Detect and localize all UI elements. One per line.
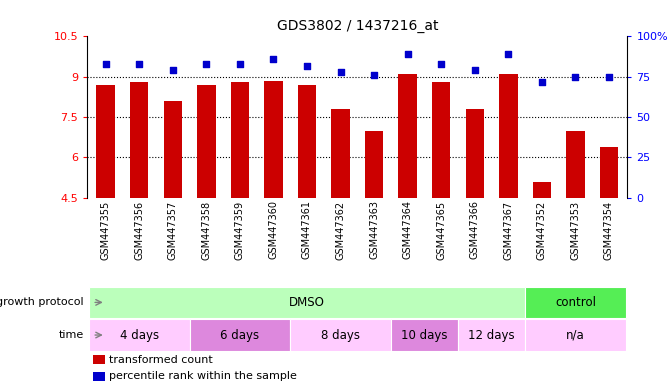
Point xyxy=(168,67,178,73)
Text: GSM447367: GSM447367 xyxy=(503,200,513,260)
Text: GSM447362: GSM447362 xyxy=(336,200,346,260)
Text: DMSO: DMSO xyxy=(289,296,325,309)
Text: GSM447358: GSM447358 xyxy=(201,200,211,260)
Text: GSM447360: GSM447360 xyxy=(268,200,278,260)
Text: GSM447364: GSM447364 xyxy=(403,200,413,260)
Point xyxy=(603,74,614,80)
Text: GSM447352: GSM447352 xyxy=(537,200,547,260)
Bar xyxy=(197,85,215,198)
Bar xyxy=(97,85,115,198)
Text: GSM447361: GSM447361 xyxy=(302,200,312,260)
Text: 4 days: 4 days xyxy=(119,329,159,341)
Text: growth protocol: growth protocol xyxy=(0,297,84,308)
Bar xyxy=(525,287,625,318)
Title: GDS3802 / 1437216_at: GDS3802 / 1437216_at xyxy=(276,19,438,33)
Point xyxy=(537,79,548,85)
Point xyxy=(201,61,212,67)
Point xyxy=(469,67,480,73)
Point xyxy=(301,63,312,69)
Point xyxy=(570,74,580,80)
Point xyxy=(235,61,246,67)
Bar xyxy=(231,82,249,198)
Text: GSM447355: GSM447355 xyxy=(101,200,111,260)
Bar xyxy=(466,109,484,198)
Text: GSM447363: GSM447363 xyxy=(369,200,379,260)
Bar xyxy=(89,319,190,351)
Bar xyxy=(290,319,391,351)
Bar xyxy=(331,109,350,198)
Bar xyxy=(391,319,458,351)
Bar xyxy=(130,82,148,198)
Bar xyxy=(89,287,525,318)
Bar xyxy=(399,74,417,198)
Text: GSM447359: GSM447359 xyxy=(235,200,245,260)
Bar xyxy=(432,82,450,198)
Text: 6 days: 6 days xyxy=(220,329,260,341)
Bar xyxy=(93,355,105,364)
Point xyxy=(268,56,279,62)
Text: GSM447365: GSM447365 xyxy=(436,200,446,260)
Text: GSM447356: GSM447356 xyxy=(134,200,144,260)
Point xyxy=(369,72,380,78)
Text: transformed count: transformed count xyxy=(109,355,213,365)
Bar xyxy=(525,319,625,351)
Text: 10 days: 10 days xyxy=(401,329,448,341)
Bar xyxy=(264,81,282,198)
Text: n/a: n/a xyxy=(566,329,584,341)
Text: control: control xyxy=(555,296,596,309)
Text: 12 days: 12 days xyxy=(468,329,515,341)
Bar xyxy=(93,372,105,381)
Point xyxy=(403,51,413,57)
Point xyxy=(503,51,514,57)
Bar xyxy=(600,147,618,198)
Bar xyxy=(298,85,316,198)
Text: percentile rank within the sample: percentile rank within the sample xyxy=(109,371,297,381)
Bar xyxy=(566,131,584,198)
Point xyxy=(436,61,447,67)
Bar xyxy=(190,319,290,351)
Text: time: time xyxy=(58,330,84,340)
Bar xyxy=(458,319,525,351)
Text: GSM447357: GSM447357 xyxy=(168,200,178,260)
Text: 8 days: 8 days xyxy=(321,329,360,341)
Text: GSM447353: GSM447353 xyxy=(570,200,580,260)
Point xyxy=(335,69,346,75)
Text: GSM447354: GSM447354 xyxy=(604,200,614,260)
Bar xyxy=(533,182,551,198)
Point xyxy=(101,61,111,67)
Point xyxy=(134,61,145,67)
Text: GSM447366: GSM447366 xyxy=(470,200,480,260)
Bar xyxy=(365,131,383,198)
Bar xyxy=(164,101,182,198)
Bar xyxy=(499,74,517,198)
